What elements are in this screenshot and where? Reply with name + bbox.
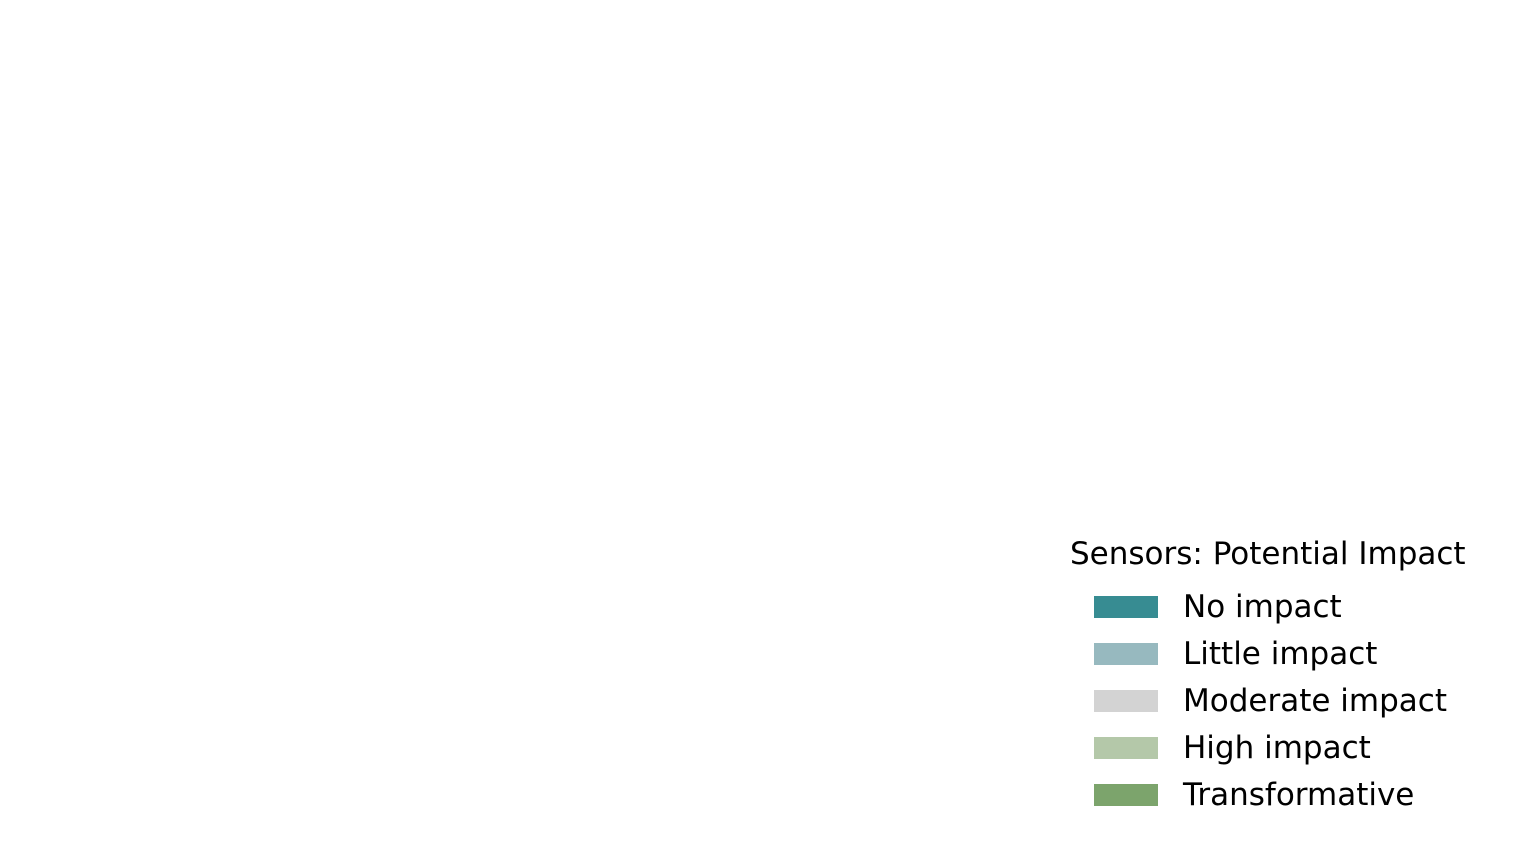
legend-label: No impact: [1183, 588, 1342, 625]
legend-entries: No impact Little impact Moderate impact Hig…: [1070, 583, 1510, 818]
legend-swatch: [1094, 783, 1158, 806]
legend-swatch: [1094, 736, 1158, 759]
legend-label: Moderate impact: [1183, 682, 1447, 719]
chart-legend: Sensors: Potential Impact No impact Littl…: [1070, 536, 1510, 818]
legend-entry: No impact: [1094, 583, 1510, 630]
legend-entry: Little impact: [1094, 630, 1510, 677]
legend-label: Little impact: [1183, 635, 1378, 672]
legend-label: High impact: [1183, 729, 1371, 766]
legend-title: Sensors: Potential Impact: [1070, 536, 1466, 572]
legend-swatch: [1094, 595, 1158, 618]
legend-swatch: [1094, 689, 1158, 712]
legend-label: Transformative: [1183, 776, 1415, 813]
legend-entry: High impact: [1094, 724, 1510, 771]
legend-entry: Transformative: [1094, 771, 1510, 818]
legend-entry: Moderate impact: [1094, 677, 1510, 724]
legend-swatch: [1094, 642, 1158, 665]
